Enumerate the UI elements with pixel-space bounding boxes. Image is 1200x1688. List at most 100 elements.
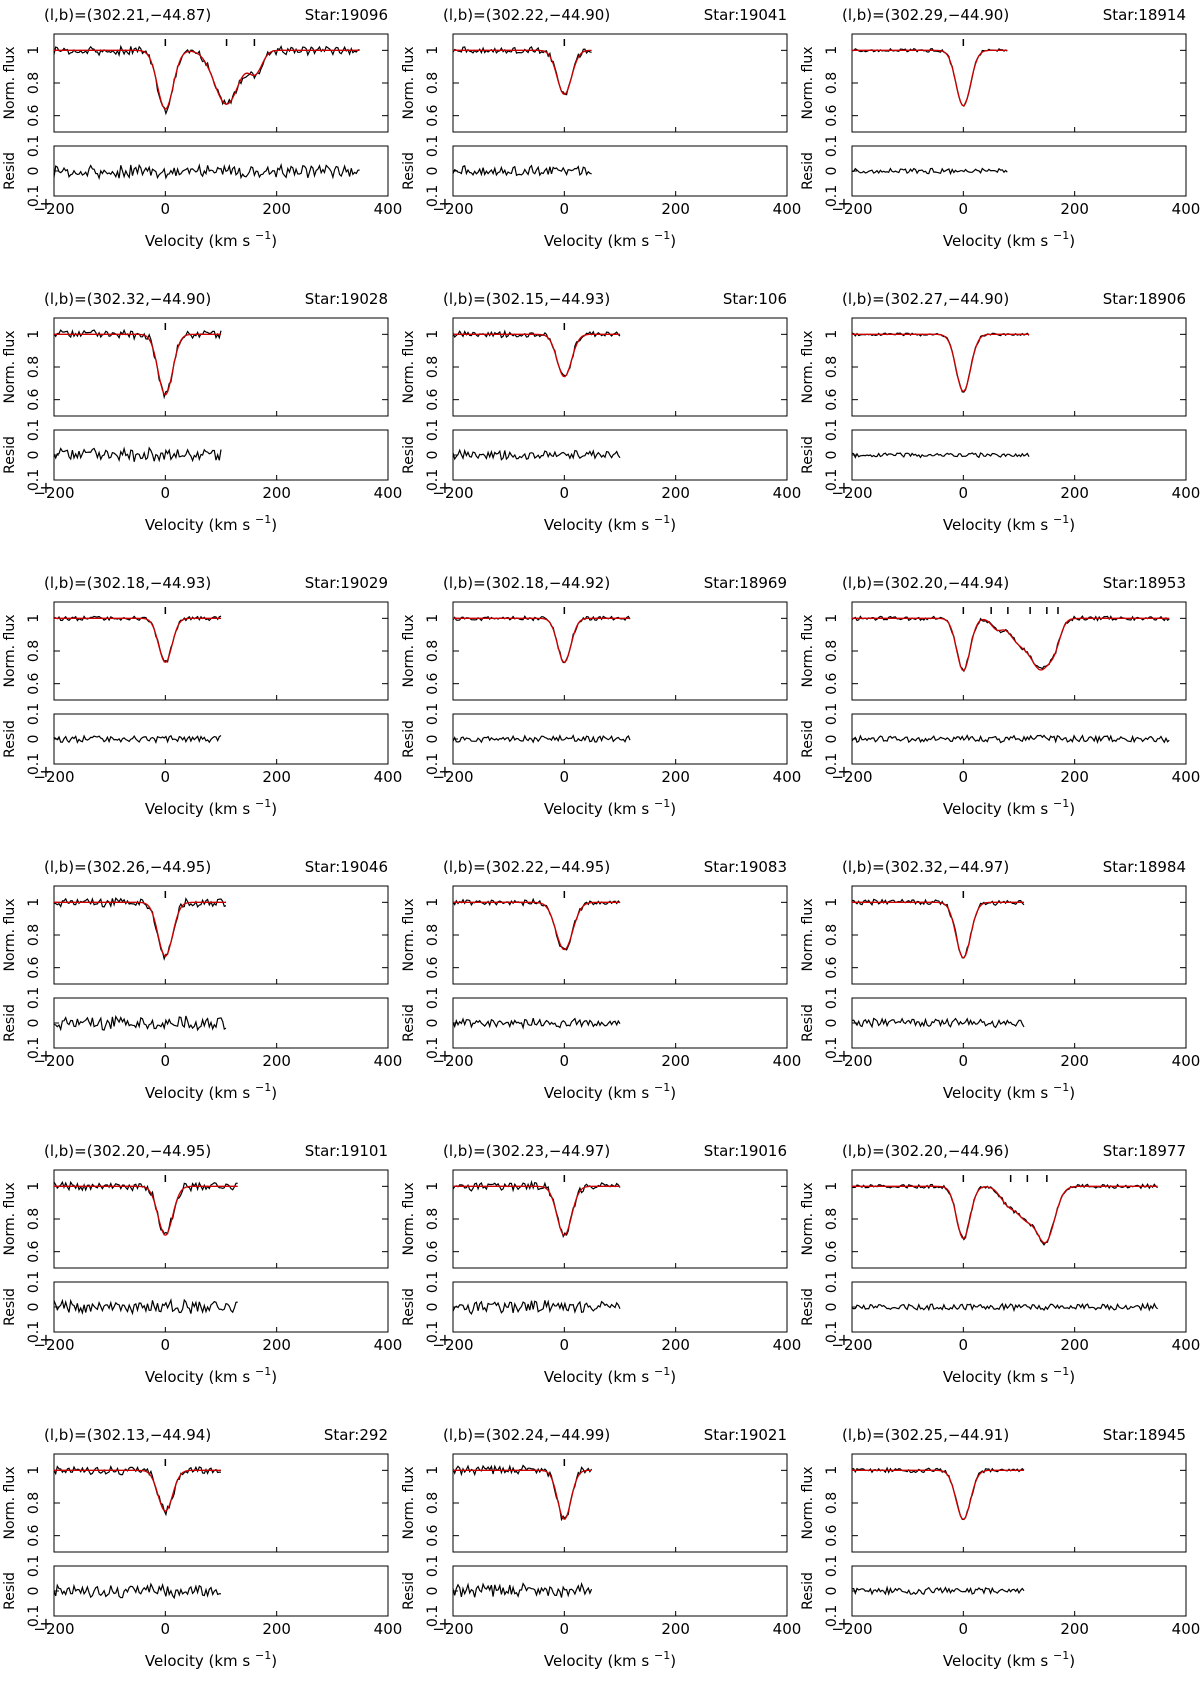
y-tick-label: 0.8 (824, 356, 840, 378)
x-axis-label: Velocity (km s −1) (544, 229, 676, 250)
x-tick-label: −200 (33, 1052, 74, 1070)
y-tick-label: 0.1 (425, 703, 441, 725)
x-axis-label-exponent: −1 (654, 1081, 670, 1094)
panel-star-id: Star:19016 (704, 1142, 787, 1160)
spectrum-panel: (l,b)=(302.13,−44.94) Star:292 Norm. flux R… (2, 1426, 402, 1670)
x-tick-label: 400 (773, 1336, 802, 1354)
x-tick-label: 0 (959, 1620, 969, 1638)
model-fit-line (453, 1469, 592, 1520)
y-axis-label-flux: Norm. flux (800, 1182, 816, 1255)
y-axis-label-flux: Norm. flux (800, 46, 816, 119)
x-axis-label-exponent: −1 (1053, 1649, 1069, 1662)
x-tick-label: 400 (773, 200, 802, 218)
x-axis-label-exponent: −1 (654, 513, 670, 526)
observed-spectrum-line (53, 897, 227, 961)
y-tick-label: 0.1 (824, 1037, 840, 1059)
main-plot-frame (851, 317, 1187, 417)
model-fit-line (453, 49, 592, 96)
x-axis-label-exponent: −1 (255, 229, 271, 242)
y-tick-label: 0.1 (425, 753, 441, 775)
x-tick-label: 400 (1172, 768, 1200, 786)
y-tick-label: 1 (26, 898, 42, 907)
panel-coordinates: (l,b)=(302.23,−44.97) (443, 1142, 610, 1160)
y-tick-label: 0 (824, 1303, 840, 1312)
y-tick-label: 0.8 (824, 1492, 840, 1514)
model-fit-line (453, 901, 620, 951)
spectrum-panel: (l,b)=(302.23,−44.97) Star:19016 Norm. flu… (401, 1142, 801, 1386)
y-tick-label: 0.8 (425, 924, 441, 946)
model-fit-line (852, 901, 1024, 959)
residual-corner-glyph: + (837, 1046, 850, 1065)
x-axis-label: Velocity (km s −1) (943, 1365, 1075, 1386)
x-axis-label-close: ) (670, 516, 676, 534)
residual-plot-frame (851, 145, 1187, 197)
y-tick-label: 0.1 (824, 135, 840, 157)
residual-corner-glyph: + (438, 478, 451, 497)
y-axis-label-flux: Norm. flux (2, 330, 18, 403)
spectrum-panel: (l,b)=(302.15,−44.93) Star:106 Norm. flux R… (401, 290, 801, 534)
observed-spectrum-line (452, 1180, 621, 1239)
residual-line (53, 1297, 238, 1316)
residual-corner-glyph: + (438, 194, 451, 213)
y-tick-label: 0.8 (26, 924, 42, 946)
x-axis-label-close: ) (1069, 1368, 1075, 1386)
x-axis-label-close: ) (271, 232, 277, 250)
y-tick-label: 0.6 (824, 956, 840, 978)
y-axis-label-flux: Norm. flux (2, 1182, 18, 1255)
residual-plot-frame (452, 1565, 788, 1617)
observed-spectrum-line (851, 332, 1030, 393)
panel-coordinates: (l,b)=(302.20,−44.96) (842, 1142, 1009, 1160)
residual-corner-glyph: + (837, 194, 850, 213)
x-tick-label: 400 (374, 200, 403, 218)
x-axis-label-close: ) (271, 1368, 277, 1386)
y-tick-label: 0.6 (26, 956, 42, 978)
residual-line (452, 1299, 621, 1316)
x-axis-label: Velocity (km s −1) (544, 1365, 676, 1386)
y-tick-label: 0.8 (26, 640, 42, 662)
spectrum-panel: (l,b)=(302.22,−44.90) Star:19041 Norm. flu… (401, 6, 801, 250)
y-tick-label: 0 (425, 735, 441, 744)
y-axis-label-resid: Resid (401, 1572, 417, 1610)
spectrum-panel: (l,b)=(302.26,−44.95) Star:19046 Norm. flu… (2, 858, 402, 1102)
y-axis-label-flux: Norm. flux (2, 898, 18, 971)
panel-star-id: Star:19101 (305, 1142, 388, 1160)
model-fit-line (852, 617, 1170, 672)
x-tick-label: 200 (1060, 1336, 1089, 1354)
x-tick-label: −200 (831, 1052, 872, 1070)
observed-spectrum-line (53, 328, 222, 400)
y-axis-label-flux: Norm. flux (800, 1466, 816, 1539)
observed-spectrum-line (851, 1183, 1158, 1246)
y-tick-label: 0.1 (26, 753, 42, 775)
observed-spectrum-line (851, 1466, 1025, 1521)
model-fit-line (453, 333, 620, 378)
y-tick-label: 0.8 (824, 1208, 840, 1230)
y-axis-label-flux: Norm. flux (401, 1466, 417, 1539)
y-tick-label: 0.8 (425, 356, 441, 378)
spectrum-panel: (l,b)=(302.20,−44.94) Star:18953 Norm. flu… (800, 574, 1200, 818)
x-tick-label: 200 (262, 1052, 291, 1070)
y-tick-label: 1 (425, 330, 441, 339)
y-tick-label: 0.6 (26, 388, 42, 410)
y-axis-label-resid: Resid (401, 436, 417, 474)
x-tick-label: −200 (432, 768, 473, 786)
residual-corner-glyph: + (39, 1046, 52, 1065)
residual-line (851, 1301, 1159, 1313)
x-tick-label: 400 (1172, 484, 1200, 502)
spectrum-panel: (l,b)=(302.22,−44.95) Star:19083 Norm. flu… (401, 858, 801, 1102)
x-tick-label: −200 (831, 484, 872, 502)
y-tick-label: 0.8 (425, 1492, 441, 1514)
panel-star-id: Star:19083 (704, 858, 787, 876)
x-tick-label: 0 (161, 768, 171, 786)
y-tick-label: 0.1 (425, 987, 441, 1009)
y-axis-label-resid: Resid (2, 436, 18, 474)
spectrum-panel: (l,b)=(302.27,−44.90) Star:18906 Norm. flu… (800, 290, 1200, 534)
observed-spectrum-line (452, 897, 621, 951)
x-axis-label-exponent: −1 (654, 1365, 670, 1378)
y-tick-label: 1 (425, 614, 441, 623)
x-tick-label: 400 (773, 484, 802, 502)
x-tick-label: 0 (959, 1336, 969, 1354)
y-tick-label: 0.6 (824, 672, 840, 694)
main-plot-frame (53, 885, 389, 985)
y-tick-label: 0.8 (26, 72, 42, 94)
residual-plot-frame (452, 429, 788, 481)
